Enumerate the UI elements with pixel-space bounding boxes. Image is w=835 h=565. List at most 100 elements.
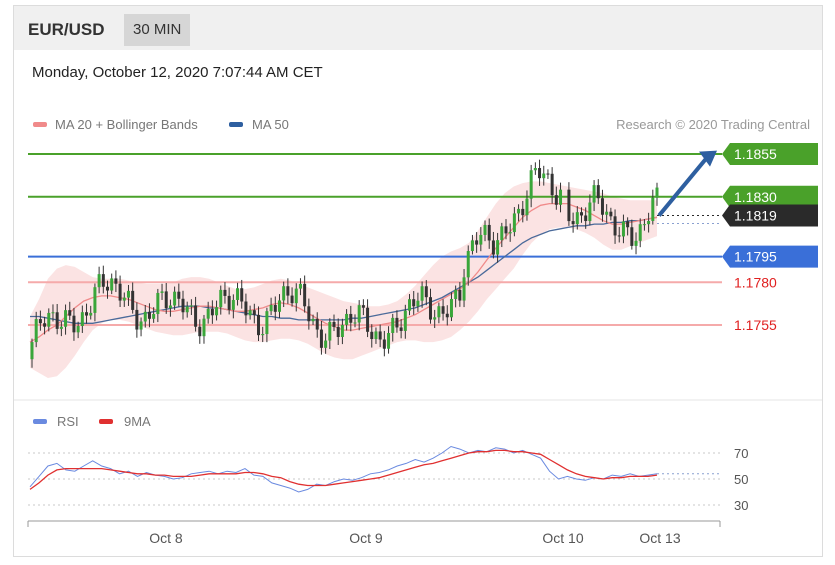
candle-body: [80, 312, 84, 327]
candle-body: [613, 216, 617, 236]
timeframe-button[interactable]: 30 MIN: [124, 14, 191, 46]
candle-body: [110, 278, 114, 291]
level-label-current: 1.1819: [734, 208, 777, 224]
candle-body: [34, 319, 38, 343]
chart-datetime: Monday, October 12, 2020 7:07:44 AM CET: [32, 64, 323, 81]
candle-body: [370, 331, 374, 340]
x-label-oct13: Oct 13: [639, 530, 680, 546]
candle-body: [282, 286, 286, 301]
candle-body: [194, 305, 198, 327]
candle-body: [542, 173, 546, 179]
candle-body: [122, 297, 126, 301]
x-label-oct8: Oct 8: [149, 530, 183, 546]
candle-body: [231, 299, 235, 310]
candle-body: [244, 301, 248, 316]
level-label-resistance: 1.1855: [734, 146, 777, 162]
candle-body: [55, 312, 59, 329]
ma50-legend-swatch: [229, 122, 243, 127]
candle-body: [592, 185, 596, 203]
candle-body: [324, 340, 328, 348]
candle-body: [600, 198, 604, 215]
candle-body: [630, 227, 634, 246]
candle-body: [164, 291, 168, 309]
candle-body: [647, 220, 651, 225]
forecast-arrow-head: [699, 150, 717, 167]
candle-body: [428, 297, 432, 320]
rsi-line: [29, 445, 658, 493]
candle-body: [575, 212, 579, 225]
candle-body: [89, 312, 93, 316]
candle-body: [504, 226, 508, 234]
rsi-tick-label: 70: [734, 446, 748, 461]
rsi-legend-swatch: [33, 419, 47, 424]
rsi-ma-legend-label: 9MA: [124, 414, 151, 429]
candle-body: [185, 306, 189, 313]
candle-body: [286, 286, 290, 296]
candle-body: [265, 311, 269, 335]
candle-body: [206, 308, 210, 319]
candle-body: [642, 224, 646, 226]
candle-body: [47, 312, 51, 327]
candle-body: [500, 226, 504, 241]
ma20-legend-swatch: [33, 122, 47, 127]
symbol-title: EUR/USD: [28, 20, 105, 39]
candle-body: [483, 224, 487, 235]
candle-body: [521, 208, 525, 216]
candle-body: [85, 312, 89, 316]
candle-body: [567, 189, 571, 222]
candle-body: [437, 306, 441, 318]
rsi-ma-legend-swatch: [99, 419, 113, 424]
candle-body: [219, 289, 223, 308]
rsi-tick-label: 50: [734, 472, 748, 487]
candle-body: [198, 326, 202, 337]
candle-body: [596, 185, 600, 199]
bollinger-band: [30, 181, 657, 378]
candle-body: [156, 292, 160, 315]
candle-body: [215, 307, 219, 316]
candle-body: [449, 298, 453, 318]
candle-body: [236, 288, 240, 300]
candle-body: [328, 321, 332, 341]
ma50-legend-label: MA 50: [252, 117, 289, 132]
candle-body: [202, 318, 206, 337]
candle-body: [294, 288, 298, 304]
candle-body: [227, 295, 231, 310]
candle-body: [382, 339, 386, 349]
candle-body: [273, 304, 277, 312]
candle-body: [517, 208, 521, 214]
candle-body: [403, 310, 407, 331]
chart-header: EUR/USD 30 MIN: [14, 6, 822, 50]
candle-body: [416, 300, 420, 307]
candle-body: [248, 310, 252, 316]
candle-body: [139, 321, 143, 330]
candle-body: [546, 173, 550, 175]
candle-body: [30, 342, 34, 360]
candle-body: [332, 321, 336, 327]
candle-body: [181, 298, 185, 313]
level-lines: 1.1855 1.1830 1.1819 1.1795 1.1780 1.1755: [28, 143, 818, 333]
candle-body: [311, 318, 315, 322]
candle-body: [303, 283, 307, 307]
candle-body: [605, 211, 609, 215]
research-credit: Research © 2020 Trading Central: [616, 117, 810, 132]
candle-body: [353, 322, 357, 324]
candle-body: [433, 317, 437, 320]
candle-body: [487, 224, 491, 241]
candle-body: [638, 224, 642, 241]
candle-body: [277, 300, 281, 312]
x-label-oct10: Oct 10: [542, 530, 583, 546]
candle-body: [357, 305, 361, 323]
candle-body: [257, 314, 261, 336]
candle-body: [38, 319, 42, 324]
candle-body: [420, 286, 424, 301]
candle-body: [76, 326, 80, 333]
candle-body: [651, 197, 655, 221]
candle-body: [617, 235, 621, 237]
candle-body: [445, 313, 449, 318]
candle-body: [424, 286, 428, 298]
candle-body: [131, 290, 135, 310]
candle-body: [59, 326, 63, 329]
candle-body: [189, 305, 193, 307]
candle-body: [106, 286, 110, 291]
